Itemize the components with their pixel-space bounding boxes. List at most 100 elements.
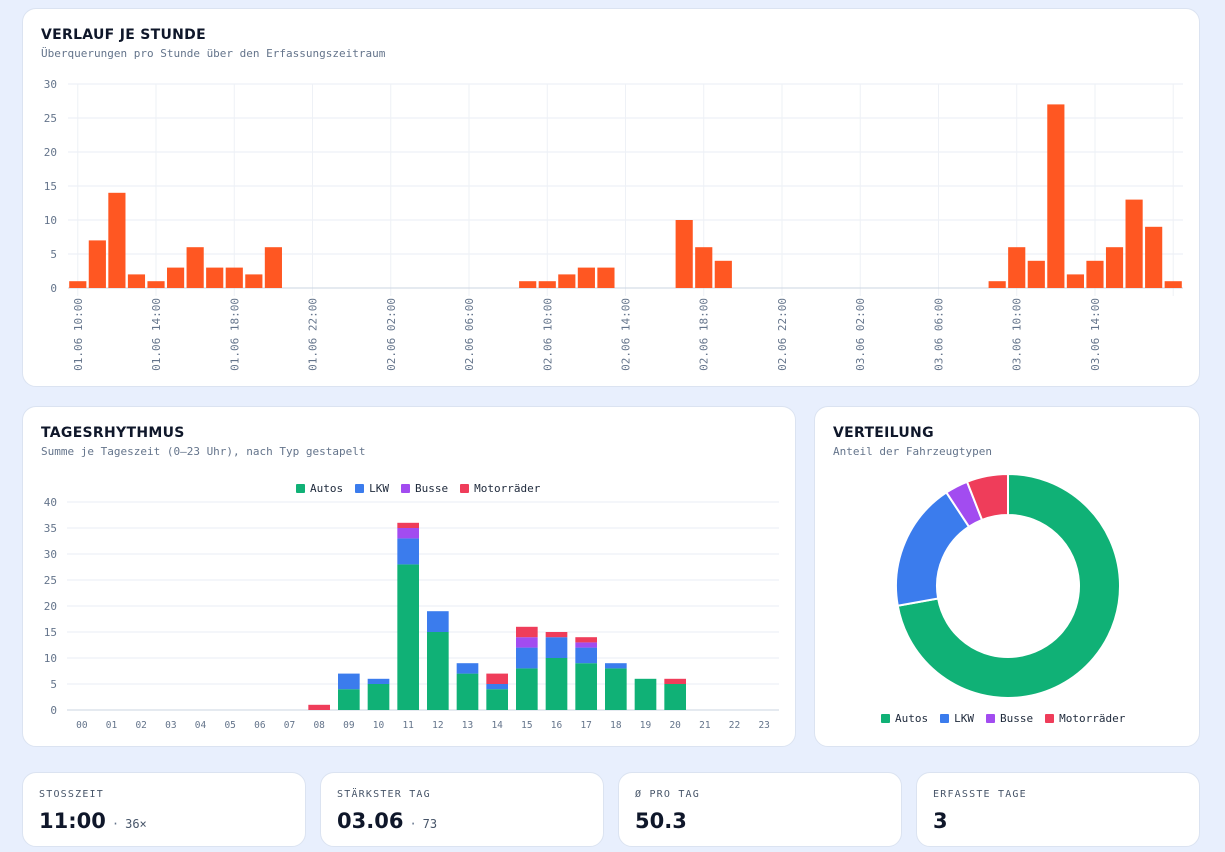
daily-bar-autos[interactable]	[634, 678, 657, 710]
hourly-y-tick-label: 10	[44, 214, 57, 227]
daily-x-tick-label: 17	[580, 720, 591, 731]
daily-bar-autos[interactable]	[545, 658, 568, 710]
hourly-bar[interactable]	[1125, 199, 1143, 288]
legend-swatch-autos	[296, 484, 305, 493]
hourly-bar[interactable]	[186, 247, 204, 288]
hourly-y-tick-label: 15	[44, 180, 57, 193]
stat-value-strongest-day: 03.06 · 73	[337, 809, 437, 833]
hourly-bar[interactable]	[88, 240, 106, 288]
daily-bar-autos[interactable]	[486, 689, 508, 710]
donut-legend-item-busse[interactable]: Busse	[986, 712, 1033, 725]
daily-x-tick-label: 03	[165, 720, 176, 731]
donut-legend-label-motorraeder: Motorräder	[1059, 712, 1126, 725]
hourly-bar[interactable]	[1164, 281, 1182, 288]
hourly-bar[interactable]	[69, 281, 87, 288]
daily-bar-busse[interactable]	[575, 642, 597, 648]
donut-legend-item-lkw[interactable]: LKW	[940, 712, 974, 725]
legend-label-autos: Autos	[310, 482, 344, 495]
daily-bar-lkw[interactable]	[545, 637, 568, 658]
daily-bar-autos[interactable]	[367, 684, 390, 710]
hourly-bar[interactable]	[1066, 274, 1084, 288]
hourly-bar[interactable]	[597, 267, 615, 288]
hourly-bar[interactable]	[714, 260, 732, 288]
daily-bar-busse[interactable]	[397, 528, 419, 539]
daily-rhythm-subtitle: Summe je Tageszeit (0–23 Uhr), nach Typ …	[41, 445, 366, 458]
donut-legend-item-autos[interactable]: Autos	[881, 712, 928, 725]
hourly-x-tick-label: 03.06 10:00	[1011, 298, 1024, 371]
daily-bar-autos[interactable]	[456, 673, 479, 710]
hourly-bar[interactable]	[108, 192, 126, 288]
daily-bar-motorraeder[interactable]	[516, 626, 538, 638]
stat-label-strongest-day: STÄRKSTER TAG	[337, 789, 431, 800]
hourly-bar[interactable]	[675, 220, 693, 288]
hourly-bar[interactable]	[264, 247, 282, 288]
daily-bar-lkw[interactable]	[397, 538, 419, 565]
daily-bar-motorraeder[interactable]	[575, 637, 597, 643]
daily-bar-autos[interactable]	[338, 689, 360, 710]
daily-bar-motorraeder[interactable]	[308, 704, 330, 710]
hourly-bar[interactable]	[988, 281, 1006, 288]
legend-item-busse[interactable]: Busse	[401, 482, 448, 495]
hourly-bar[interactable]	[1145, 226, 1163, 288]
daily-bar-lkw[interactable]	[338, 673, 360, 690]
daily-bar-autos[interactable]	[575, 663, 597, 710]
hourly-bar[interactable]	[167, 267, 185, 288]
hourly-x-tick-label: 02.06 06:00	[463, 298, 476, 371]
daily-x-tick-label: 14	[491, 720, 503, 731]
donut-legend-swatch-lkw	[940, 714, 950, 723]
hourly-chart-subtitle: Überquerungen pro Stunde über den Erfass…	[41, 47, 386, 60]
hourly-x-tick-label: 03.06 06:00	[932, 298, 945, 371]
hourly-bar[interactable]	[538, 281, 556, 288]
daily-bar-lkw[interactable]	[456, 663, 479, 674]
legend-swatch-motorraeder	[460, 484, 470, 493]
hourly-bar[interactable]	[1105, 247, 1124, 288]
donut-legend-swatch-busse	[986, 714, 995, 723]
daily-x-tick-label: 15	[521, 720, 532, 731]
daily-bar-lkw[interactable]	[486, 684, 508, 690]
daily-y-tick-label: 20	[44, 600, 57, 613]
hourly-bar[interactable]	[1047, 104, 1065, 289]
hourly-bar[interactable]	[1008, 247, 1026, 288]
donut-legend-label-lkw: LKW	[954, 712, 974, 725]
daily-bar-autos[interactable]	[516, 668, 538, 710]
stat-card-strongest-day: STÄRKSTER TAG 03.06 · 73	[320, 772, 604, 847]
distribution-title: VERTEILUNG	[833, 425, 934, 441]
donut-legend-item-motorraeder[interactable]: Motorräder	[1045, 712, 1125, 725]
hourly-bar[interactable]	[1027, 260, 1045, 288]
legend-item-lkw[interactable]: LKW	[355, 482, 389, 495]
daily-bar-lkw[interactable]	[367, 678, 390, 684]
hourly-bar[interactable]	[695, 247, 713, 288]
daily-bar-lkw[interactable]	[605, 663, 627, 669]
daily-bar-motorraeder[interactable]	[545, 632, 568, 638]
daily-bar-motorraeder[interactable]	[486, 673, 508, 684]
daily-bar-motorraeder[interactable]	[664, 678, 686, 684]
hourly-bar[interactable]	[127, 274, 146, 288]
daily-bar-autos[interactable]	[664, 684, 686, 710]
legend-item-autos[interactable]: Autos	[296, 482, 343, 495]
legend-item-motorraeder[interactable]: Motorräder	[460, 482, 540, 495]
hourly-bar[interactable]	[577, 267, 595, 288]
donut-slice-motorraeder[interactable]	[965, 472, 1009, 522]
hourly-bar[interactable]	[245, 274, 263, 288]
hourly-bar[interactable]	[206, 267, 224, 288]
distribution-legend: Autos LKW Busse Motorräder	[881, 712, 1125, 725]
hourly-bar[interactable]	[147, 281, 165, 288]
donut-slice-autos[interactable]	[896, 472, 1121, 699]
stat-peak-time-value: 11:00	[39, 809, 106, 833]
daily-bar-lkw[interactable]	[575, 647, 597, 664]
daily-bar-lkw[interactable]	[427, 611, 449, 632]
daily-bar-autos[interactable]	[605, 668, 627, 710]
daily-bar-busse[interactable]	[516, 637, 538, 648]
stat-strongest-day-value: 03.06	[337, 809, 404, 833]
daily-bar-lkw[interactable]	[516, 647, 538, 669]
hourly-bar[interactable]	[225, 267, 243, 288]
hourly-bar[interactable]	[1086, 260, 1104, 288]
daily-bar-autos[interactable]	[427, 632, 449, 710]
hourly-bar[interactable]	[558, 274, 576, 288]
daily-bar-autos[interactable]	[397, 564, 419, 710]
hourly-bar[interactable]	[519, 281, 537, 288]
distribution-donut-chart	[895, 472, 1121, 699]
daily-bar-motorraeder[interactable]	[397, 522, 419, 528]
daily-x-tick-label: 16	[551, 720, 563, 731]
daily-x-tick-label: 06	[254, 720, 266, 731]
